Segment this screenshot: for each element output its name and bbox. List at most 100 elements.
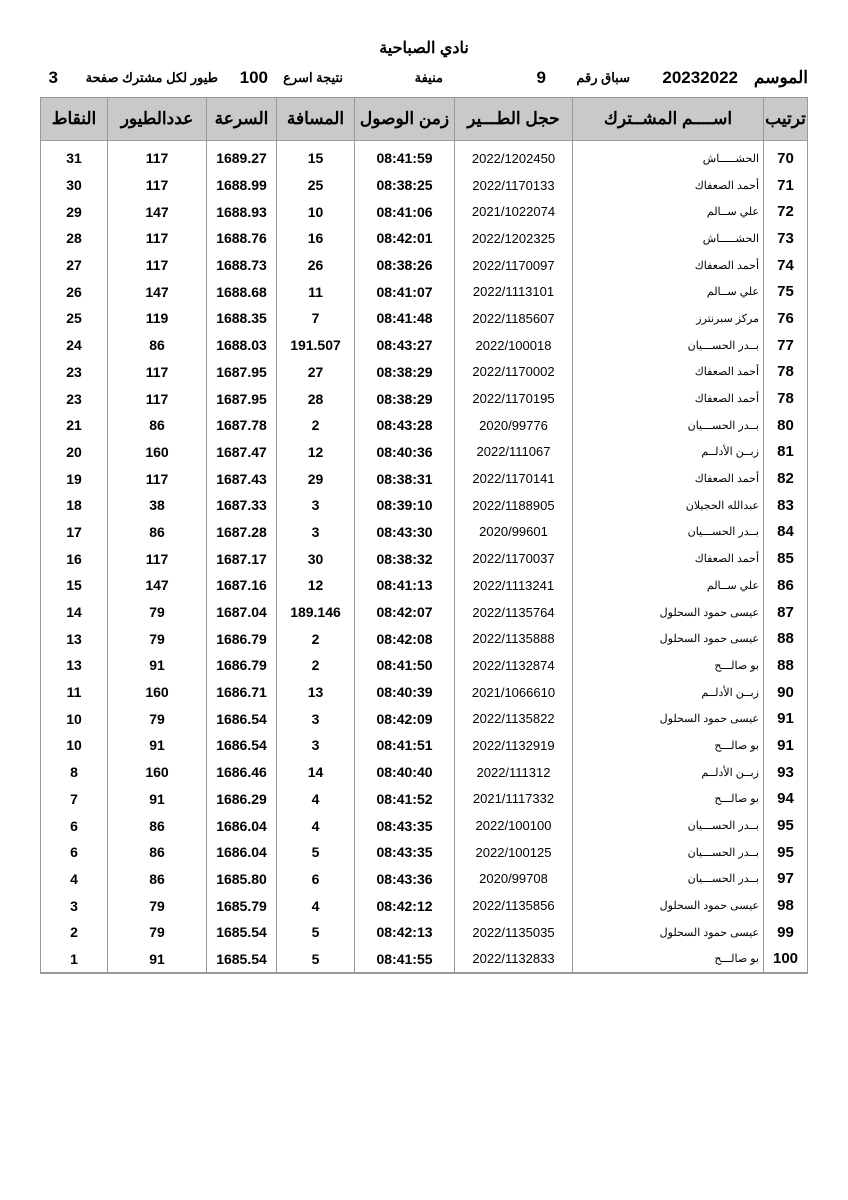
cell-ring: 2021/1117332 <box>454 785 573 813</box>
cell-participant: بــدر الحســـيان <box>572 838 764 866</box>
header-distance: المسافة <box>276 97 355 141</box>
cell-speed: 1687.95 <box>206 385 277 412</box>
cell-speed: 1688.93 <box>206 198 277 226</box>
cell-ring: 2022/1135856 <box>454 892 573 919</box>
table-row: 87 عيسى حمود السحلول 2022/1135764 08:42:07 1… <box>40 598 808 626</box>
cell-arrival-time: 08:38:31 <box>354 465 455 492</box>
cell-points: 13 <box>40 625 108 653</box>
cell-points: 10 <box>40 705 108 733</box>
cell-rank: 84 <box>763 518 808 546</box>
cell-arrival-time: 08:41:06 <box>354 198 455 226</box>
cell-bird-count: 86 <box>107 812 207 839</box>
table-row: 80 بــدر الحســـيان 2020/99776 08:43:28 2 168… <box>40 411 808 439</box>
cell-distance: 5 <box>276 838 355 866</box>
cell-rank: 75 <box>763 278 808 306</box>
table-row: 91 عيسى حمود السحلول 2022/1135822 08:42:09 3… <box>40 705 808 733</box>
cell-ring: 2022/1170002 <box>454 358 573 386</box>
cell-points: 1 <box>40 945 108 975</box>
cell-arrival-time: 08:42:01 <box>354 225 455 252</box>
table-row: 71 أحمد الصعفاك 2022/1170133 08:38:25 25 1688… <box>40 171 808 199</box>
cell-ring: 2022/111312 <box>454 758 573 786</box>
cell-points: 23 <box>40 385 108 412</box>
cell-points: 10 <box>40 732 108 759</box>
cell-points: 25 <box>40 305 108 332</box>
cell-distance: 189.146 <box>276 598 355 626</box>
cell-distance: 12 <box>276 438 355 466</box>
cell-arrival-time: 08:41:52 <box>354 785 455 813</box>
cell-speed: 1687.28 <box>206 518 277 546</box>
header-rank: ترتيب <box>763 97 808 141</box>
cell-distance: 3 <box>276 732 355 759</box>
cell-bird-count: 160 <box>107 758 207 786</box>
cell-participant: الحشـــــاش <box>572 225 764 252</box>
cell-bird-count: 147 <box>107 198 207 226</box>
cell-distance: 2 <box>276 652 355 679</box>
cell-speed: 1689.27 <box>206 140 277 172</box>
cell-points: 15 <box>40 572 108 599</box>
cell-distance: 29 <box>276 465 355 492</box>
cell-bird-count: 91 <box>107 732 207 759</box>
cell-speed: 1686.71 <box>206 678 277 706</box>
cell-bird-count: 117 <box>107 465 207 492</box>
cell-points: 28 <box>40 225 108 252</box>
results-table: ترتيب اســــم المشــترك حجل الطـــير زمن… <box>40 97 808 975</box>
cell-distance: 27 <box>276 358 355 386</box>
cell-participant: زبــن الأدلــم <box>572 758 764 786</box>
cell-points: 4 <box>40 865 108 893</box>
cell-participant: أحمد الصعفاك <box>572 385 764 412</box>
cell-ring: 2022/1135822 <box>454 705 573 733</box>
cell-ring: 2022/1132874 <box>454 652 573 679</box>
cell-points: 16 <box>40 545 108 572</box>
cell-speed: 1686.46 <box>206 758 277 786</box>
cell-points: 31 <box>40 140 108 172</box>
cell-arrival-time: 08:38:25 <box>354 171 455 199</box>
cell-ring: 2020/99601 <box>454 518 573 546</box>
cell-distance: 4 <box>276 785 355 813</box>
cell-rank: 74 <box>763 251 808 279</box>
cell-participant: بو صالـــح <box>572 785 764 813</box>
cell-arrival-time: 08:43:36 <box>354 865 455 893</box>
cell-bird-count: 117 <box>107 358 207 386</box>
cell-ring: 2021/1022074 <box>454 198 573 226</box>
cell-distance: 2 <box>276 625 355 653</box>
cell-rank: 73 <box>763 225 808 252</box>
cell-rank: 77 <box>763 331 808 359</box>
cell-rank: 71 <box>763 171 808 199</box>
cell-ring: 2022/1185607 <box>454 305 573 332</box>
cell-arrival-time: 08:39:10 <box>354 491 455 519</box>
table-row: 78 أحمد الصعفاك 2022/1170195 08:38:29 28 1687… <box>40 385 808 412</box>
table-row: 82 أحمد الصعفاك 2022/1170141 08:38:31 29 1687… <box>40 465 808 492</box>
cell-arrival-time: 08:43:27 <box>354 331 455 359</box>
cell-arrival-time: 08:38:29 <box>354 385 455 412</box>
table-row: 99 عيسى حمود السحلول 2022/1135035 08:42:13 5… <box>40 918 808 946</box>
cell-speed: 1686.54 <box>206 705 277 733</box>
cell-participant: عيسى حمود السحلول <box>572 892 764 919</box>
cell-points: 29 <box>40 198 108 226</box>
club-title: نادي الصباحية <box>379 40 469 57</box>
cell-ring: 2022/1170141 <box>454 465 573 492</box>
cell-rank: 97 <box>763 865 808 893</box>
cell-participant: مركز سبرنترز <box>572 305 764 332</box>
cell-arrival-time: 08:42:07 <box>354 598 455 626</box>
cell-arrival-time: 08:42:12 <box>354 892 455 919</box>
fastest-label: نتيجة اسرع <box>283 70 343 85</box>
table-row: 73 الحشـــــاش 2022/1202325 08:42:01 16 1688.… <box>40 225 808 252</box>
cell-bird-count: 117 <box>107 140 207 172</box>
cell-rank: 82 <box>763 465 808 492</box>
cell-arrival-time: 08:41:59 <box>354 140 455 172</box>
cell-points: 6 <box>40 838 108 866</box>
cell-ring: 2022/1113101 <box>454 278 573 306</box>
cell-speed: 1688.35 <box>206 305 277 332</box>
cell-rank: 91 <box>763 705 808 733</box>
header-ring: حجل الطـــير <box>454 97 573 141</box>
cell-ring: 2022/1202450 <box>454 140 573 172</box>
cell-participant: علي ســالم <box>572 572 764 599</box>
cell-rank: 88 <box>763 652 808 679</box>
cell-rank: 91 <box>763 732 808 759</box>
cell-arrival-time: 08:41:50 <box>354 652 455 679</box>
cell-ring: 2022/1135764 <box>454 598 573 626</box>
cell-rank: 81 <box>763 438 808 466</box>
cell-points: 19 <box>40 465 108 492</box>
cell-arrival-time: 08:38:29 <box>354 358 455 386</box>
cell-participant: بو صالـــح <box>572 732 764 759</box>
